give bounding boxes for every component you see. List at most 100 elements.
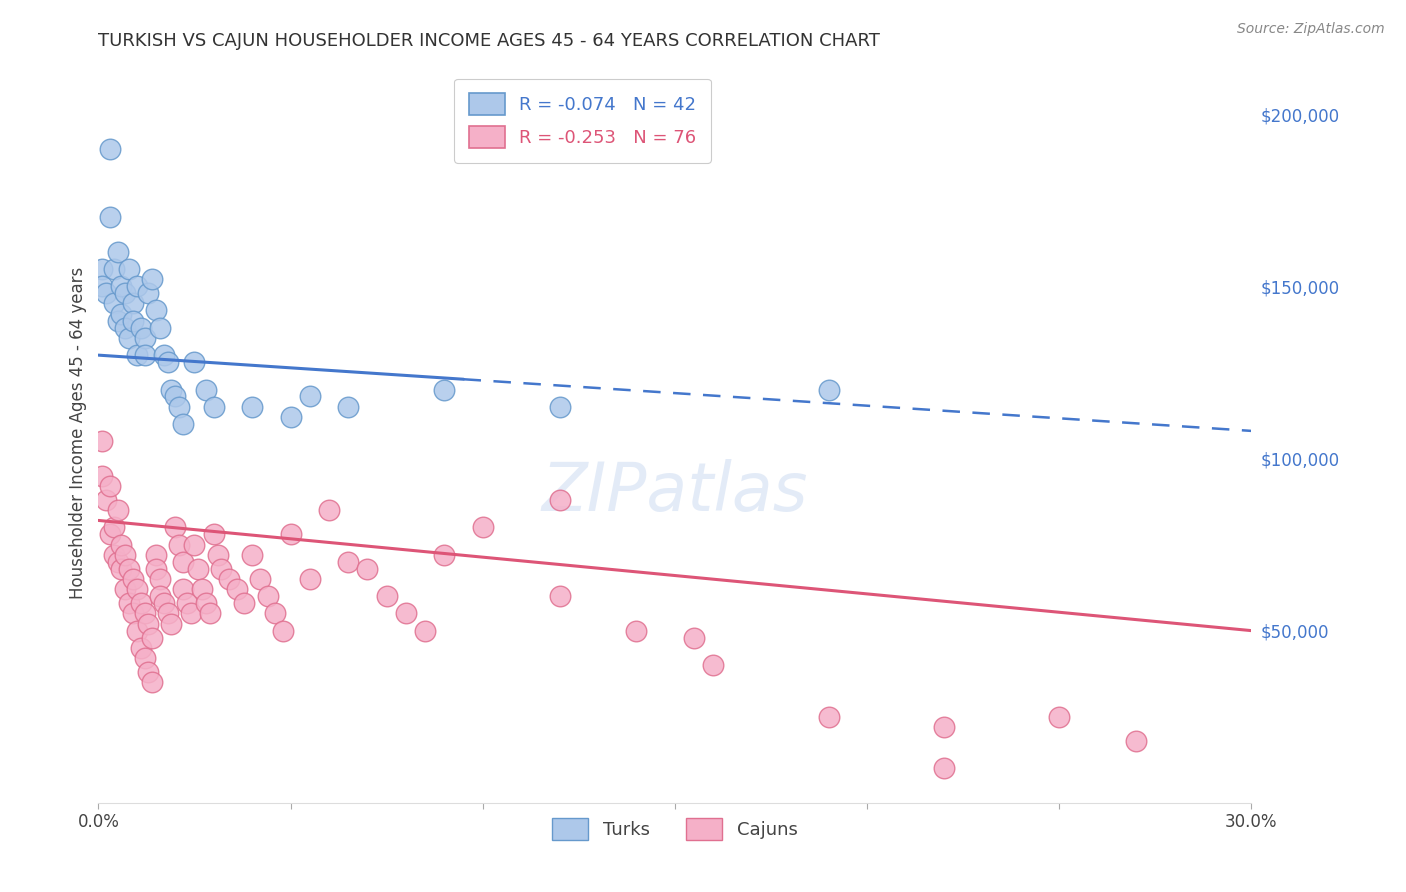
Point — [107, 503, 129, 517]
Point — [548, 589, 571, 603]
Point — [107, 314, 129, 328]
Point — [471, 520, 494, 534]
Point — [202, 400, 225, 414]
Point — [134, 607, 156, 621]
Point — [548, 400, 571, 414]
Point — [152, 596, 174, 610]
Point — [91, 279, 114, 293]
Point — [683, 631, 706, 645]
Point — [98, 142, 121, 156]
Point — [932, 761, 955, 775]
Point — [433, 383, 456, 397]
Point — [122, 296, 145, 310]
Point — [141, 675, 163, 690]
Point — [165, 520, 187, 534]
Point — [122, 572, 145, 586]
Point — [91, 262, 114, 277]
Point — [318, 503, 340, 517]
Point — [138, 616, 160, 631]
Point — [122, 607, 145, 621]
Point — [207, 548, 229, 562]
Point — [125, 624, 148, 638]
Point — [932, 720, 955, 734]
Point — [125, 348, 148, 362]
Point — [218, 572, 240, 586]
Point — [141, 631, 163, 645]
Point — [160, 616, 183, 631]
Point — [103, 296, 125, 310]
Point — [356, 561, 378, 575]
Point — [187, 561, 209, 575]
Point — [103, 548, 125, 562]
Point — [195, 383, 218, 397]
Point — [118, 262, 141, 277]
Point — [191, 582, 214, 597]
Point — [240, 400, 263, 414]
Point — [183, 537, 205, 551]
Point — [114, 286, 136, 301]
Point — [240, 548, 263, 562]
Point — [225, 582, 247, 597]
Point — [138, 286, 160, 301]
Point — [202, 527, 225, 541]
Point — [118, 561, 141, 575]
Point — [433, 548, 456, 562]
Point — [118, 331, 141, 345]
Point — [337, 400, 360, 414]
Point — [138, 665, 160, 679]
Point — [125, 279, 148, 293]
Point — [198, 607, 221, 621]
Point — [145, 561, 167, 575]
Point — [271, 624, 294, 638]
Point — [172, 555, 194, 569]
Y-axis label: Householder Income Ages 45 - 64 years: Householder Income Ages 45 - 64 years — [69, 267, 87, 599]
Point — [172, 417, 194, 431]
Point — [1047, 709, 1070, 723]
Point — [110, 279, 132, 293]
Point — [180, 607, 202, 621]
Point — [626, 624, 648, 638]
Point — [98, 211, 121, 225]
Point — [129, 640, 152, 655]
Point — [152, 348, 174, 362]
Point — [280, 410, 302, 425]
Point — [264, 607, 287, 621]
Point — [98, 479, 121, 493]
Point — [195, 596, 218, 610]
Point — [94, 492, 117, 507]
Point — [94, 286, 117, 301]
Point — [134, 651, 156, 665]
Point — [176, 596, 198, 610]
Point — [145, 548, 167, 562]
Point — [125, 582, 148, 597]
Point — [256, 589, 278, 603]
Point — [233, 596, 256, 610]
Point — [129, 596, 152, 610]
Point — [134, 331, 156, 345]
Point — [183, 355, 205, 369]
Point — [249, 572, 271, 586]
Point — [141, 272, 163, 286]
Point — [114, 320, 136, 334]
Point — [110, 537, 132, 551]
Point — [110, 307, 132, 321]
Point — [375, 589, 398, 603]
Point — [298, 572, 321, 586]
Point — [160, 383, 183, 397]
Point — [156, 355, 179, 369]
Point — [156, 607, 179, 621]
Point — [145, 303, 167, 318]
Point — [129, 320, 152, 334]
Point — [337, 555, 360, 569]
Text: ZIPatlas: ZIPatlas — [541, 458, 808, 524]
Point — [98, 527, 121, 541]
Point — [280, 527, 302, 541]
Point — [298, 389, 321, 403]
Point — [118, 596, 141, 610]
Point — [149, 572, 172, 586]
Point — [107, 555, 129, 569]
Point — [149, 320, 172, 334]
Point — [817, 383, 839, 397]
Point — [91, 468, 114, 483]
Point — [110, 561, 132, 575]
